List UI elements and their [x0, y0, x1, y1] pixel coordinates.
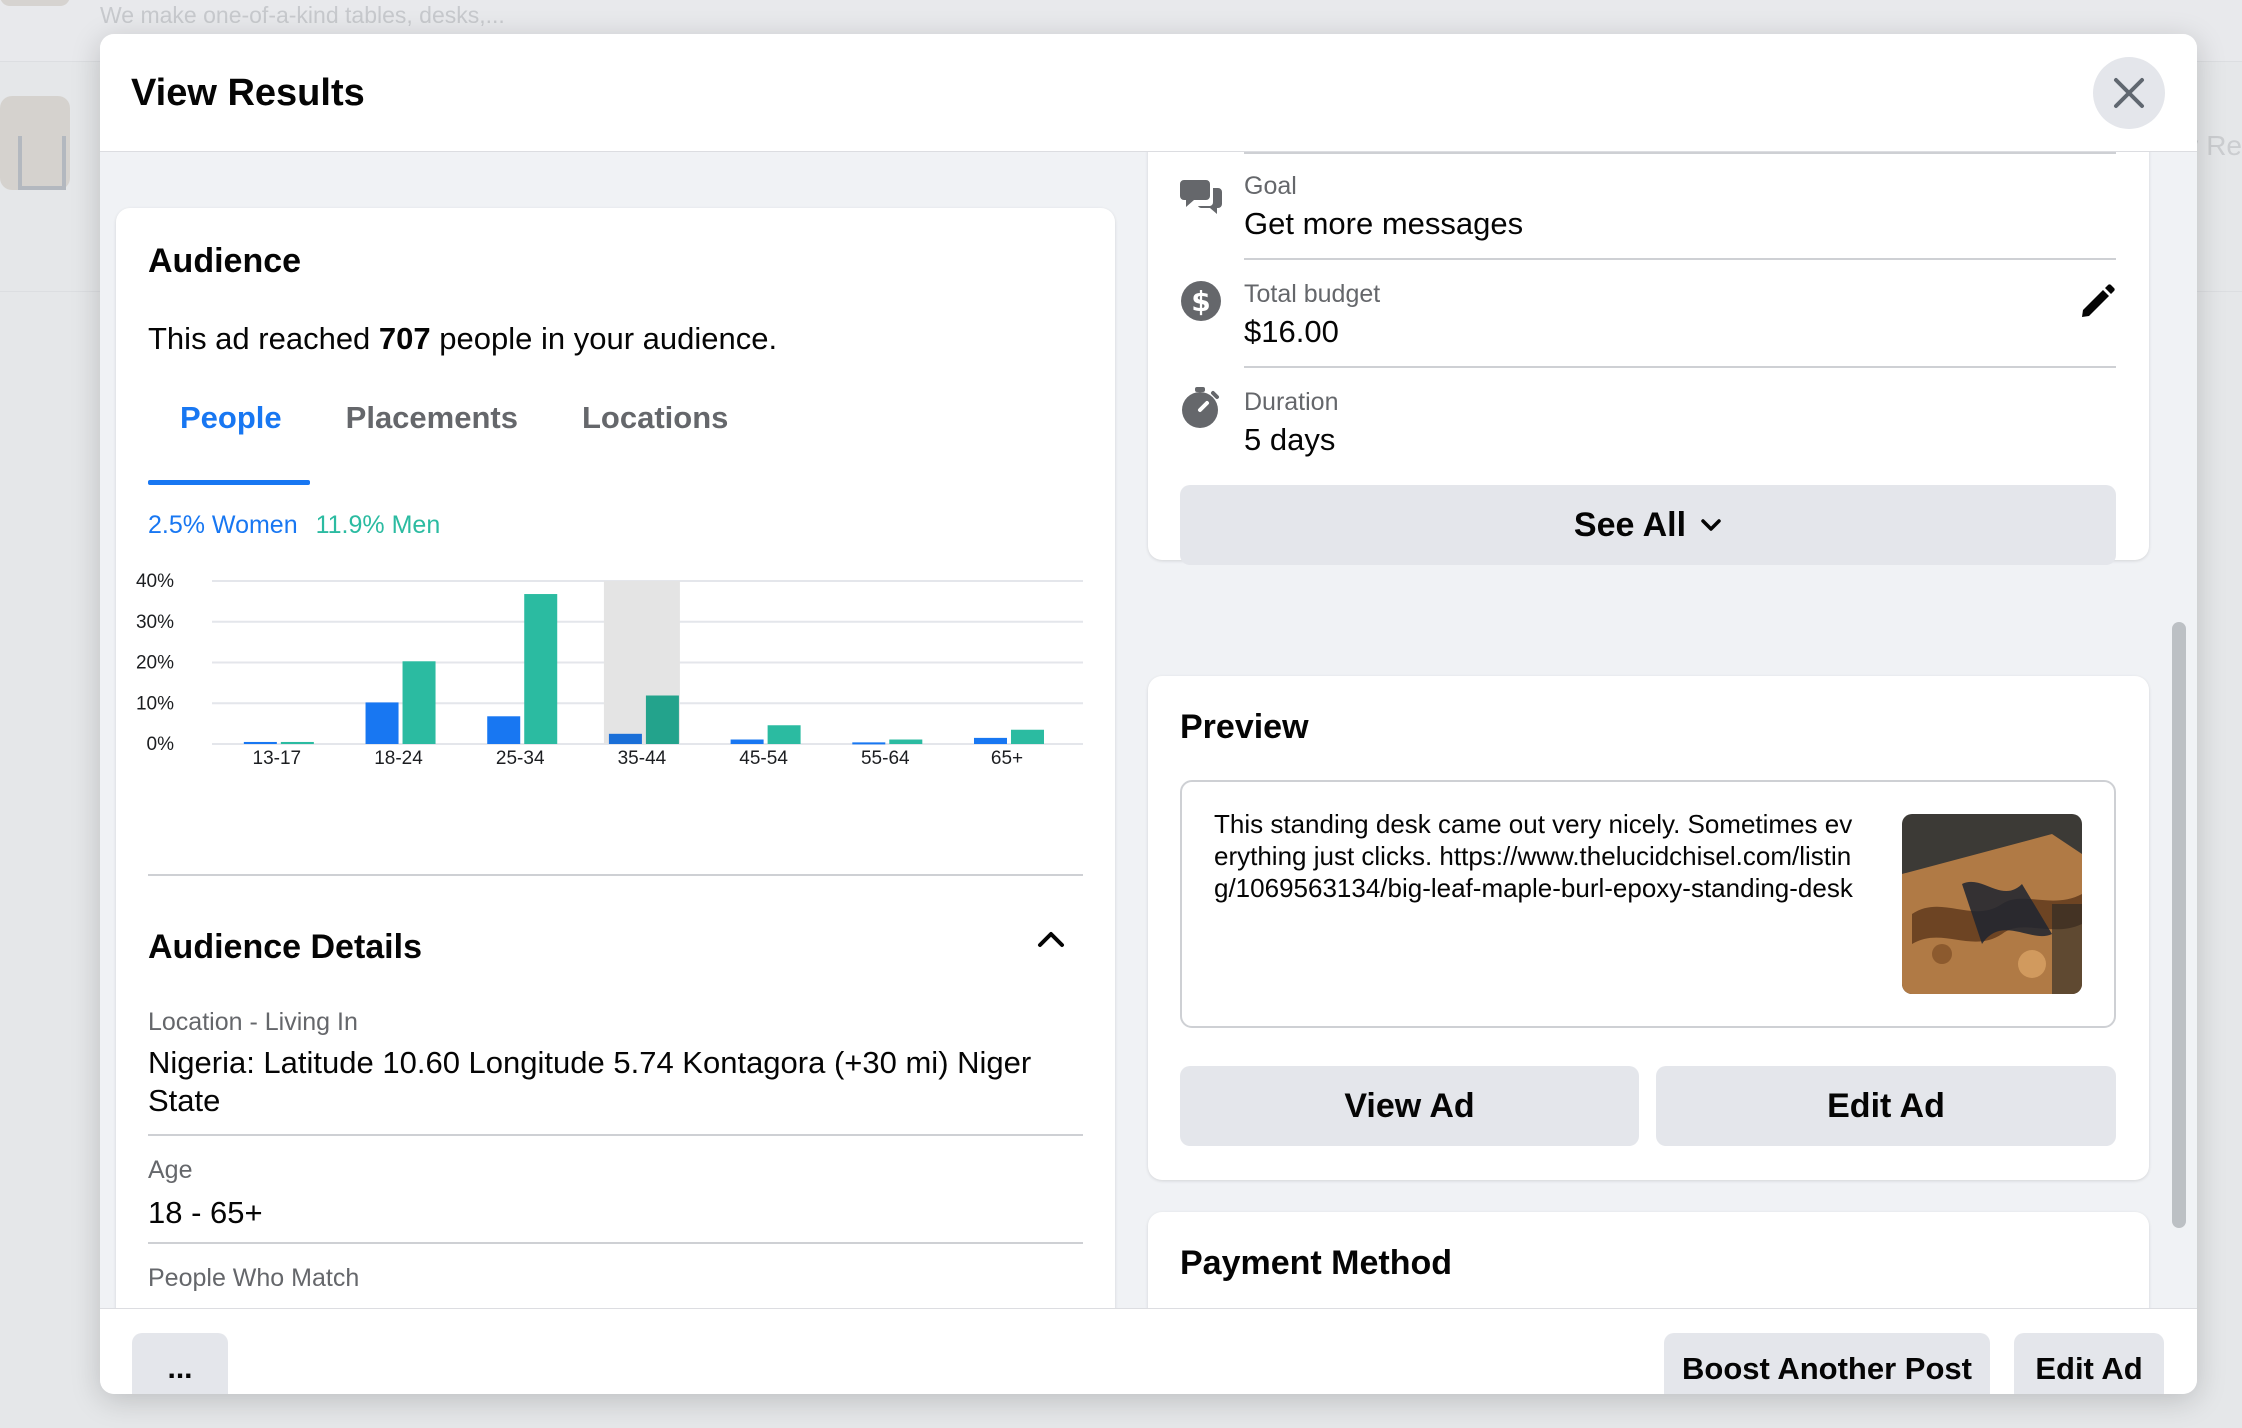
row-divider — [1244, 366, 2116, 368]
people-who-match-label: People Who Match — [148, 1264, 360, 1292]
y-tick-label: 40% — [136, 571, 174, 592]
bar-men-65+[interactable] — [1010, 729, 1044, 744]
tab-people[interactable]: People — [180, 400, 282, 435]
more-options-label: ... — [167, 1352, 193, 1385]
x-tick-label: 45-54 — [739, 748, 788, 769]
audience-details-heading: Audience Details — [148, 928, 422, 966]
x-tick-label: 55-64 — [861, 748, 910, 769]
bar-women-13-17[interactable] — [243, 741, 277, 744]
footer-edit-ad-button[interactable]: Edit Ad — [2014, 1333, 2164, 1394]
audience-card: Audience This ad reached 707 people in y… — [116, 208, 1115, 1308]
x-tick-label: 65+ — [991, 748, 1023, 769]
chevron-up-icon[interactable] — [1037, 930, 1065, 948]
bar-women-25-34[interactable] — [487, 716, 521, 744]
desk-photo-thumbnail — [1902, 814, 2082, 994]
legend-women: 2.5% Women — [148, 511, 298, 539]
see-all-button[interactable]: See All — [1180, 485, 2116, 565]
goal-value: Get more messages — [1244, 206, 1524, 241]
dollar-icon: $ — [1181, 281, 1221, 321]
payment-method-card: Payment Method — [1148, 1212, 2149, 1308]
y-tick-label: 30% — [136, 612, 174, 633]
background-thumbnail — [0, 0, 70, 6]
tab-locations[interactable]: Locations — [581, 400, 729, 435]
svg-text:$: $ — [1191, 285, 1210, 318]
age-gender-bar-chart: 0% 10% 20% 30% 40% 13-17 18-24 25-34 35-44 45-54 5… — [136, 571, 1083, 769]
location-value: Nigeria: Latitude 10.60 Longitude 5.74 K… — [148, 1045, 1032, 1118]
edit-ad-button[interactable]: Edit Ad — [1656, 1066, 2116, 1146]
x-tick-label: 18-24 — [374, 748, 423, 769]
budget-value: $16.00 — [1244, 314, 1339, 349]
chart-legend: 2.5% Women 11.9% Men — [148, 511, 440, 540]
y-tick-label: 20% — [136, 653, 174, 674]
section-divider — [148, 874, 1083, 876]
duration-value: 5 days — [1244, 422, 1336, 457]
audience-tabs: People Placements Locations — [148, 400, 760, 460]
post-preview[interactable]: This standing desk came out very nicely.… — [1180, 780, 2116, 1028]
background-row-text: We make one-of-a-kind tables, desks,... — [100, 2, 505, 28]
close-icon — [2114, 78, 2144, 108]
preview-heading: Preview — [1180, 708, 1309, 746]
view-results-dialog: View Results Audience This ad reached 70… — [100, 34, 2197, 1394]
reach-summary: This ad reached 707 people in your audie… — [148, 321, 777, 357]
budget-label: Total budget — [1244, 280, 1381, 308]
detail-divider — [148, 1134, 1083, 1136]
bar-men-55-64[interactable] — [889, 739, 923, 744]
bar-men-25-34[interactable] — [524, 594, 558, 744]
detail-divider — [148, 1242, 1083, 1244]
row-divider — [1244, 258, 2116, 260]
reach-count: 707 — [378, 321, 431, 356]
y-tick-label: 10% — [136, 693, 174, 714]
bar-men-18-24[interactable] — [402, 661, 436, 744]
x-tick-label: 13-17 — [253, 748, 302, 769]
payment-method-heading: Payment Method — [1180, 1244, 1453, 1282]
chevron-down-icon — [1701, 519, 1721, 531]
bar-women-45-54[interactable] — [730, 739, 764, 744]
scrollbar-thumb[interactable] — [2172, 622, 2186, 1228]
duration-label: Duration — [1244, 388, 1339, 416]
bar-women-18-24[interactable] — [365, 702, 399, 744]
messages-icon — [1180, 180, 1222, 214]
reach-prefix: This ad reached — [148, 321, 379, 356]
bar-women-35-44[interactable] — [608, 733, 642, 744]
close-button[interactable] — [2093, 57, 2165, 129]
location-label: Location - Living In — [148, 1008, 358, 1036]
row-divider — [1244, 152, 2116, 154]
dialog-footer: ... Boost Another Post Edit Ad — [100, 1308, 2197, 1394]
age-label: Age — [148, 1156, 193, 1184]
see-all-label: See All — [1573, 505, 1687, 544]
bar-women-65+[interactable] — [973, 737, 1007, 744]
post-preview-text: This standing desk came out very nicely.… — [1214, 809, 1853, 903]
audience-heading: Audience — [148, 242, 302, 280]
age-value: 18 - 65+ — [148, 1195, 263, 1230]
x-tick-label: 25-34 — [496, 748, 545, 769]
legend-men: 11.9% Men — [315, 511, 441, 539]
dialog-title: View Results — [131, 72, 365, 114]
dialog-header: View Results — [100, 34, 2197, 152]
preview-card: Preview This standing desk came out very… — [1148, 676, 2149, 1180]
stopwatch-icon — [1182, 387, 1219, 428]
active-tab-indicator — [148, 480, 310, 485]
reach-suffix: people in your audience. — [430, 321, 778, 356]
y-tick-label: 0% — [147, 734, 175, 755]
tab-placements[interactable]: Placements — [345, 400, 518, 435]
bar-men-45-54[interactable] — [767, 725, 801, 744]
goal-label: Goal — [1244, 172, 1297, 200]
x-tick-label: 35-44 — [618, 748, 667, 769]
bar-men-35-44[interactable] — [645, 695, 679, 744]
bar-women-55-64[interactable] — [852, 742, 886, 745]
bar-men-13-17[interactable] — [280, 741, 314, 744]
edit-pencil-icon[interactable] — [2077, 282, 2117, 322]
boost-another-post-button[interactable]: Boost Another Post — [1664, 1333, 1990, 1394]
more-options-button[interactable]: ... — [132, 1333, 228, 1394]
background-desk-thumbnail — [0, 96, 70, 190]
view-ad-button[interactable]: View Ad — [1180, 1066, 1639, 1146]
ad-summary-card: Goal Get more messages $ Total budget $1… — [1148, 152, 2149, 565]
dialog-body[interactable]: Audience This ad reached 707 people in y… — [100, 152, 2197, 1308]
